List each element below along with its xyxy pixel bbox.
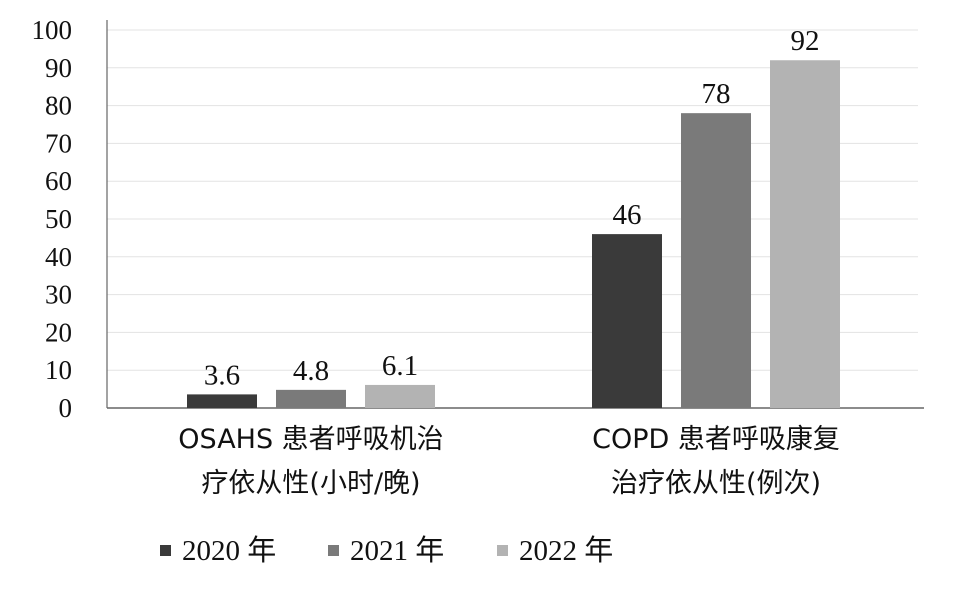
data-label: 92 [791,25,820,57]
y-tick-label: 50 [45,204,72,234]
bar [365,384,435,408]
y-tick-label: 100 [32,15,73,45]
legend-label: 2021 年 [350,534,444,567]
y-tick-label: 0 [59,393,73,423]
y-tick-label: 10 [45,355,72,385]
legend-item: 2020 年 [160,534,276,567]
y-tick-label: 60 [45,166,72,196]
data-label: 78 [702,78,731,110]
y-tick-label: 70 [45,128,72,158]
bar [592,234,662,408]
data-label: 4.8 [293,355,329,387]
legend-item: 2021 年 [328,534,444,567]
data-label: 46 [613,199,642,231]
y-tick-label: 20 [45,317,72,347]
legend-label: 2020 年 [182,534,276,567]
legend-swatch [328,545,339,556]
y-tick-label: 30 [45,280,72,310]
y-tick-label: 90 [45,53,72,83]
x-category-label: OSAHS 患者呼吸机治 [178,424,443,455]
x-category-label: 治疗依从性(例次) [611,468,821,499]
bar [681,113,751,408]
bar [276,389,346,408]
x-category-label: 疗依从性(小时/晚) [201,468,420,499]
y-tick-label: 40 [45,242,72,272]
data-label: 6.1 [382,350,418,382]
legend-swatch [160,545,171,556]
x-category-label: COPD 患者呼吸康复 [592,424,840,455]
legend-label: 2022 年 [519,534,613,567]
legend-swatch [497,545,508,556]
bar [770,60,840,409]
y-tick-label: 80 [45,91,72,121]
bar [187,394,257,408]
legend-item: 2022 年 [497,534,613,567]
data-label: 3.6 [204,359,240,391]
